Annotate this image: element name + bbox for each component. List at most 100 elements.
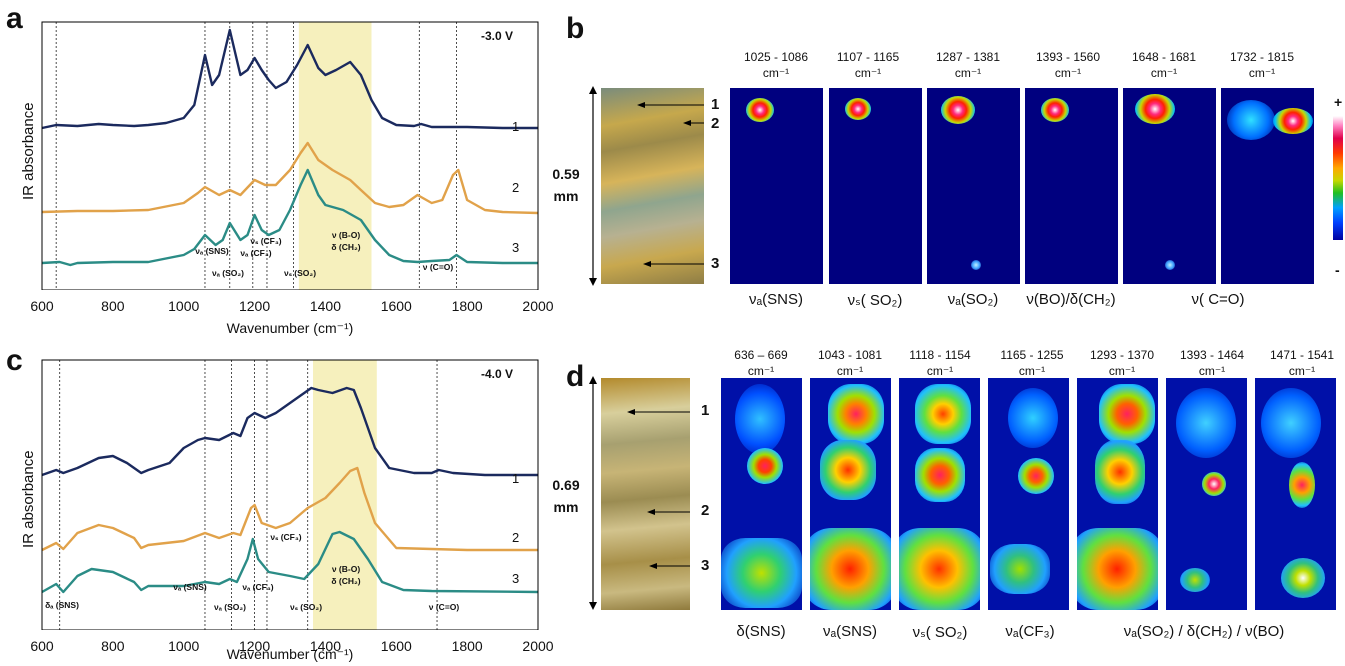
highlight-band [313,360,377,630]
point-label-b-2: 2 [711,115,720,132]
spectrum-plot-a [41,21,539,290]
range-label-b-3: 1287 - 1381 cm⁻¹ [935,50,1001,80]
scale-bar-label-b: 0.59 mm [548,163,584,207]
annotation-c-nu-a-so2: νₐ (SO₂) [213,602,247,612]
x-tick-label-1400: 1400 [309,638,341,654]
x-tick-label-1800: 1800 [451,298,483,314]
trace-label-c-2: 2 [512,530,520,545]
annotation-a-nu-a-sns: νₐ (SNS) [195,246,229,256]
y-axis-label-c: IR absorbance [20,450,37,548]
x-tick-label-1800: 1800 [451,638,483,654]
colorbar [1333,116,1343,240]
annotation-a-nu-s-cf3: νₛ (CF₃) [250,236,282,246]
mode-label-d-1: δ(SNS) [736,623,786,640]
panel-letter-c: c [6,344,23,377]
point-label-b-3: 3 [711,255,720,272]
x-tick-label-600: 600 [30,298,54,314]
x-tick-label-800: 800 [101,298,125,314]
spectrum-plot-c [41,359,539,630]
x-tick-label-800: 800 [101,638,125,654]
range-label-b-2: 1107 - 1165 cm⁻¹ [836,50,900,80]
annotation-c-nu-co: ν (C=O) [428,602,460,612]
ir-map-b-1 [730,88,823,284]
voltage-label-a: -3.0 V [481,29,514,43]
scale-unit-b: mm [553,188,579,204]
ir-map-d-4 [988,378,1069,610]
range-label-d-5: 1293 - 1370 cm⁻¹ [1089,348,1155,378]
x-tick-label-1600: 1600 [380,638,412,654]
x-tick-label-2000: 2000 [522,638,554,654]
point-label-d-2: 2 [701,502,710,519]
point-label-d-3: 3 [701,557,710,574]
trace-label-a-1: 1 [512,119,520,134]
ir-map-d-1 [721,378,802,610]
mode-label-d-3: νₛ( SO₂) [912,624,968,641]
optical-micrograph-b [601,88,704,284]
series-line-3 [41,168,538,267]
scale-bar-b [589,86,597,286]
series-line-3 [41,530,539,594]
point-label-b-1: 1 [711,96,720,113]
scale-value-b: 0.59 [552,166,580,182]
ir-map-d-7 [1255,378,1336,610]
annotation-c-delta-a-sns: δₐ (SNS) [45,600,79,610]
trace-label-a-2: 2 [512,180,520,195]
series-line-2 [41,141,539,215]
highlight-band [298,22,372,290]
range-label-b-1: 1025 - 1086 cm⁻¹ [743,50,809,80]
colorbar-max-label: + [1334,94,1343,110]
panel-letter-b: b [566,12,585,45]
y-axis-label-a: IR absorbance [20,102,37,200]
annotation-a-nu-s-so2: νₛ (SO₂) [283,268,317,278]
range-label-d-7: 1471 - 1541 cm⁻¹ [1269,348,1335,378]
annotation-c-nu-a-sns: νₐ (SNS) [173,582,207,592]
ir-map-d-2 [810,378,891,610]
annotation-c-nu-s-so2: νₛ (SO₂) [289,602,323,612]
optical-micrograph-d [601,378,690,610]
mode-label-b-2: νₛ( SO₂) [847,292,903,309]
range-label-d-1: 636 – 669 cm⁻¹ [734,348,788,378]
scale-bar-label-d: 0.69 mm [548,474,584,518]
ir-map-d-3 [899,378,980,610]
x-tick-label-1600: 1600 [380,298,412,314]
range-label-b-5: 1648 - 1681 cm⁻¹ [1131,50,1197,80]
trace-label-c-3: 3 [512,571,520,586]
ir-map-b-3 [927,88,1020,284]
x-tick-label-600: 600 [30,638,54,654]
x-axis-label-a: Wavenumber (cm⁻¹) [226,320,354,336]
annotation-c-nu-bo: ν (B-O) [331,564,361,574]
scale-unit-d: mm [553,499,579,515]
range-label-d-3: 1118 - 1154 cm⁻¹ [909,348,971,378]
mode-label-b-1: νₐ(SNS) [749,291,803,308]
ir-map-b-2 [829,88,922,284]
mode-label-b-3: νₐ(SO₂) [947,291,999,308]
mode-label-b-4: ν(BO)/δ(CH₂) [1026,291,1116,308]
trace-label-a-3: 3 [512,240,520,255]
plot-frame [41,21,539,290]
annotation-a-nu-co: ν (C=O) [422,262,454,272]
series-line-1 [41,386,538,477]
scale-bar-d [589,376,597,610]
series-line-1 [41,28,538,130]
voltage-label-c: -4.0 V [481,367,514,381]
mode-label-b-5: ν( C=O) [1191,291,1245,308]
range-label-d-2: 1043 - 1081 cm⁻¹ [817,348,883,378]
range-label-b-4: 1393 - 1560 cm⁻¹ [1035,50,1101,80]
mode-label-d-5: νₐ(SO₂) / δ(CH₂) / ν(BO) [1123,623,1285,640]
panel-letter-a: a [6,2,23,35]
point-label-d-1: 1 [701,402,710,419]
range-label-d-4: 1165 - 1255 cm⁻¹ [1000,348,1064,378]
ir-map-b-6 [1221,88,1314,284]
annotation-c-nu-a-cf3: νₐ (CF₃) [242,582,274,592]
x-tick-label-1200: 1200 [238,638,271,654]
annotation-c-delta-ch2: δ (CH₂) [331,576,361,586]
mode-label-d-2: νₐ(SNS) [823,623,877,640]
x-tick-label-1200: 1200 [238,298,271,314]
annotation-a-nu-a-so2: νₐ (SO₂) [211,268,245,278]
x-tick-label-2000: 2000 [522,298,554,314]
colorbar-min-label: - [1335,262,1340,278]
mode-label-d-4: νₐ(CF₃) [1005,623,1055,640]
x-tick-label-1400: 1400 [309,298,341,314]
annotation-a-delta-ch2: δ (CH₂) [331,242,361,252]
annotation-a-nu-a-cf3: νₐ (CF₃) [240,248,272,258]
